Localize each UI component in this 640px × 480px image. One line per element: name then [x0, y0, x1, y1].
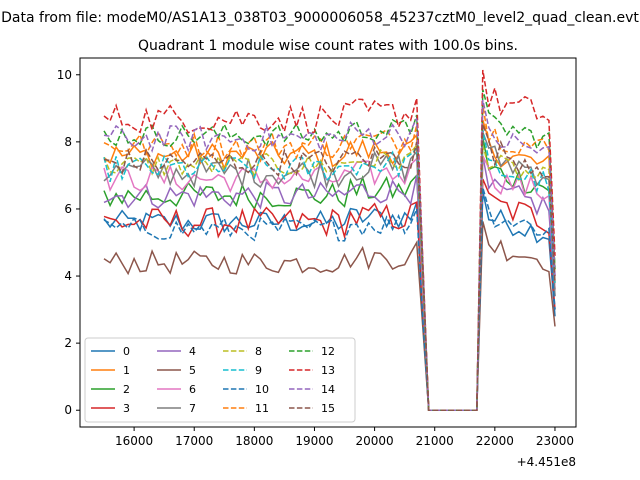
- legend-label-2: 2: [123, 383, 130, 396]
- series-line-10: [103, 187, 556, 411]
- y-tick-label: 6: [64, 202, 72, 216]
- legend-label-5: 5: [189, 364, 196, 377]
- legend-label-4: 4: [189, 345, 196, 358]
- series-line-14: [103, 99, 556, 411]
- legend-label-10: 10: [255, 383, 269, 396]
- legend-label-14: 14: [321, 383, 335, 396]
- series-line-15: [103, 123, 556, 411]
- x-tick-label: 21000: [416, 434, 454, 448]
- x-tick-label: 23000: [536, 434, 574, 448]
- y-tick-label: 0: [64, 403, 72, 417]
- y-tick-label: 2: [64, 336, 72, 350]
- legend-label-3: 3: [123, 402, 130, 415]
- legend-label-13: 13: [321, 364, 335, 377]
- y-axis: 0 2 4 6 8 10: [57, 68, 80, 417]
- legend-label-1: 1: [123, 364, 130, 377]
- figure-suptitle: Data from file: modeM0/AS1A13_038T03_900…: [1, 10, 639, 26]
- legend-label-6: 6: [189, 383, 196, 396]
- chart-title: Quadrant 1 module wise count rates with …: [138, 38, 518, 54]
- y-tick-label: 10: [57, 68, 72, 82]
- y-tick-label: 8: [64, 135, 72, 149]
- legend-label-15: 15: [321, 402, 335, 415]
- axes-frame: [79, 57, 577, 428]
- legend-box: [84, 337, 356, 423]
- legend-label-12: 12: [321, 345, 335, 358]
- x-axis: 16000 17000 18000 19000 20000 21000 22000 23000: [115, 427, 574, 448]
- x-tick-label: 18000: [235, 434, 273, 448]
- legend-label-11: 11: [255, 402, 269, 415]
- series-layer: [103, 69, 556, 411]
- legend-label-7: 7: [189, 402, 196, 415]
- x-axis-offset-label: +4.451e8: [517, 455, 576, 469]
- legend-label-9: 9: [255, 364, 262, 377]
- legend-label-0: 0: [123, 345, 130, 358]
- x-tick-label: 20000: [356, 434, 394, 448]
- x-tick-label: 17000: [175, 434, 213, 448]
- y-tick-label: 4: [64, 269, 72, 283]
- x-tick-label: 22000: [476, 434, 514, 448]
- legend-label-8: 8: [255, 345, 262, 358]
- x-tick-label: 16000: [115, 434, 153, 448]
- x-tick-label: 19000: [295, 434, 333, 448]
